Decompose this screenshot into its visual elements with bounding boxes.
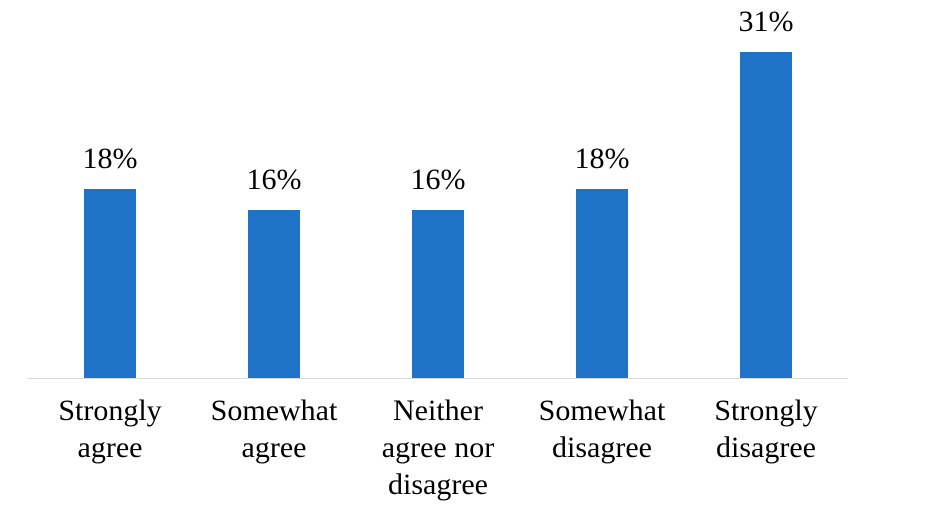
- category-label: Somewhat agree: [210, 394, 338, 464]
- category-label: Strongly agree: [58, 394, 162, 464]
- category-label: Somewhat disagree: [538, 394, 666, 464]
- bar: [84, 189, 136, 378]
- bar-value-label: 31%: [738, 5, 794, 38]
- bar-value-label: 18%: [574, 142, 630, 175]
- bar: [412, 210, 464, 378]
- category-label: Strongly disagree: [714, 394, 818, 464]
- bar: [248, 210, 300, 378]
- bar-value-label: 16%: [410, 163, 466, 196]
- bar: [740, 52, 792, 378]
- bar-value-label: 18%: [82, 142, 138, 175]
- category-label: Neither agree nor disagree: [381, 394, 495, 501]
- x-axis-line: [28, 378, 848, 379]
- bar-value-label: 16%: [246, 163, 302, 196]
- bar: [576, 189, 628, 378]
